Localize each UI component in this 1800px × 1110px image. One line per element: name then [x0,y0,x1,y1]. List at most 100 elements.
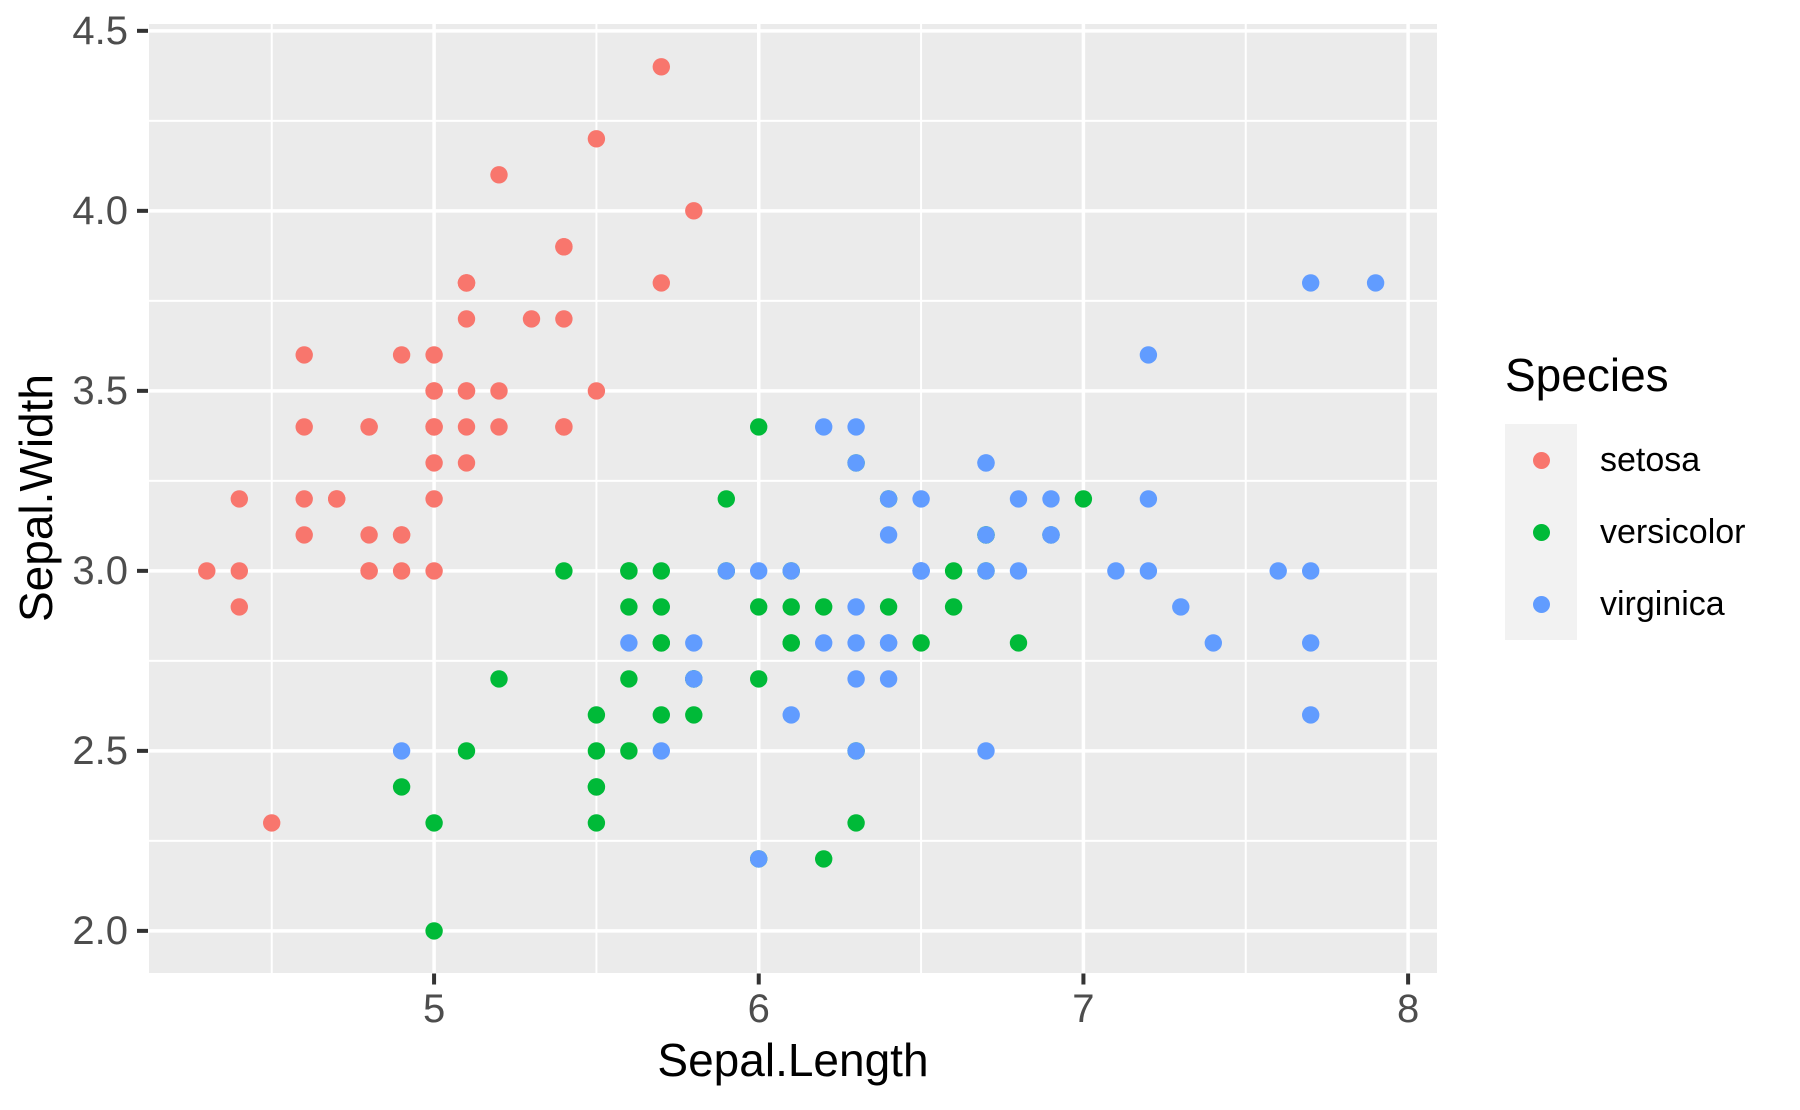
legend-label: setosa [1600,441,1701,479]
legend-key-box [1505,496,1577,568]
data-point-setosa [425,346,443,364]
data-point-virginica [1204,634,1223,652]
y-axis-title: Sepal.Width [10,373,62,623]
data-point-setosa [425,382,443,400]
data-point-virginica [1139,346,1158,364]
data-point-versicolor [717,490,735,508]
data-point-versicolor [652,634,670,652]
data-point-versicolor [847,814,865,832]
data-point-virginica [1302,274,1320,292]
data-point-virginica [1269,562,1287,580]
data-point-virginica [652,742,670,760]
data-point-setosa [392,346,411,364]
legend-key-dot [1532,595,1550,613]
data-point-virginica [1139,562,1158,580]
data-point-setosa [295,526,313,544]
data-point-versicolor [587,814,606,832]
data-point-setosa [490,382,508,400]
data-point-versicolor [587,778,606,796]
data-point-virginica [847,634,865,652]
legend-label: virginica [1600,585,1725,623]
data-point-versicolor [425,814,443,832]
data-point-setosa [230,598,248,616]
data-point-setosa [392,526,411,544]
data-point-versicolor [750,670,768,688]
data-point-versicolor [587,706,606,724]
data-point-virginica [1172,598,1190,616]
data-point-setosa [425,562,443,580]
data-point-versicolor [620,562,638,580]
data-point-setosa [652,58,670,76]
data-point-setosa [295,490,313,508]
data-point-virginica [1042,490,1060,508]
legend-entry-setosa: setosa [1505,424,1745,496]
data-point-versicolor [652,706,670,724]
legend-entry-virginica: virginica [1505,568,1745,640]
data-point-versicolor [1009,634,1028,652]
data-point-virginica [717,562,735,580]
data-point-setosa [490,166,508,184]
data-point-setosa [360,562,378,580]
data-point-setosa [230,562,248,580]
legend-key-box [1505,424,1577,496]
legend-key-dot [1532,523,1550,541]
data-point-setosa [392,562,411,580]
data-point-setosa [328,490,346,508]
data-point-versicolor [620,742,638,760]
data-point-setosa [522,310,541,328]
y-tick-label: 3.0 [72,548,128,593]
data-point-virginica [977,742,995,760]
data-point-versicolor [944,562,963,580]
data-point-versicolor [392,778,411,796]
data-point-virginica [392,742,411,760]
data-point-virginica [1302,634,1320,652]
data-point-virginica [879,634,898,652]
data-point-setosa [263,814,281,832]
data-point-setosa [425,490,443,508]
data-point-versicolor [620,598,638,616]
y-tick-label: 2.5 [72,728,128,773]
data-point-setosa [457,418,476,436]
data-point-setosa [457,310,476,328]
data-point-setosa [457,274,476,292]
y-tick-label: 2.0 [72,908,128,953]
data-point-virginica [1302,706,1320,724]
legend: Species setosa versicolor virginica [1505,352,1745,640]
data-point-setosa [360,418,378,436]
data-point-virginica [750,562,768,580]
data-point-versicolor [750,418,768,436]
data-point-versicolor [490,670,508,688]
x-tick-label: 8 [1396,987,1420,1031]
y-tick-label: 4.0 [72,188,128,233]
y-tick-label: 3.5 [72,368,128,413]
data-point-setosa [555,418,573,436]
data-point-setosa [230,490,248,508]
data-point-virginica [782,562,800,580]
legend-entry-versicolor: versicolor [1505,496,1745,568]
x-tick-label: 5 [422,987,446,1031]
data-point-virginica [815,634,833,652]
data-point-versicolor [944,598,963,616]
data-point-setosa [425,454,443,472]
data-point-setosa [295,346,313,364]
data-point-versicolor [815,598,833,616]
data-point-virginica [847,454,865,472]
data-point-virginica [847,742,865,760]
legend-label: versicolor [1600,513,1746,551]
data-point-versicolor [912,634,930,652]
legend-title: Species [1505,349,1669,401]
data-point-virginica [685,634,703,652]
data-point-setosa [587,382,606,400]
data-point-virginica [879,490,898,508]
data-point-setosa [587,130,606,148]
data-point-virginica [1139,490,1158,508]
data-point-virginica [847,418,865,436]
data-point-versicolor [750,598,768,616]
data-point-setosa [457,382,476,400]
data-point-virginica [879,670,898,688]
data-point-virginica [912,562,930,580]
data-point-virginica [847,598,865,616]
data-point-virginica [1042,526,1060,544]
data-point-setosa [198,562,216,580]
